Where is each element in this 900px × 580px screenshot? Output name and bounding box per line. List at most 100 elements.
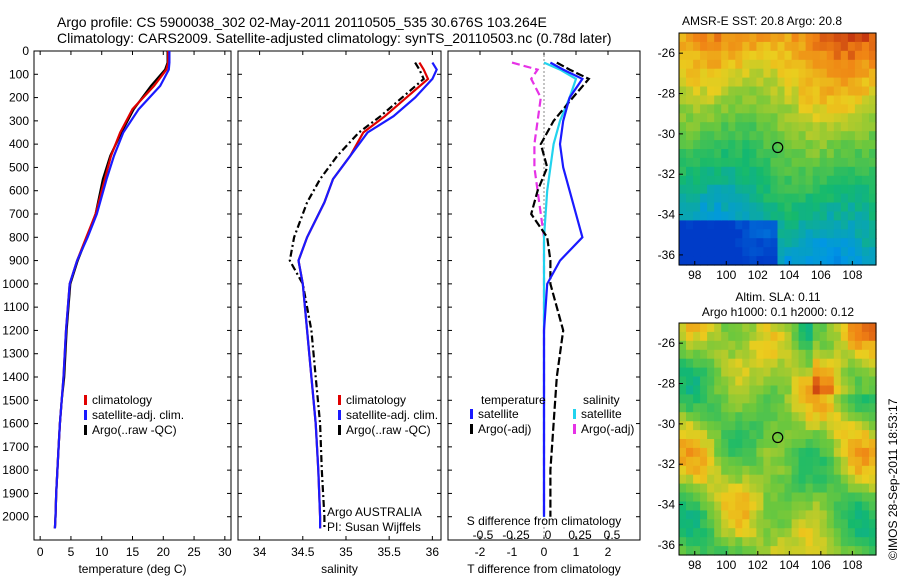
map-cell — [700, 166, 708, 177]
map-cell — [763, 193, 771, 204]
map-cell — [700, 157, 708, 168]
map-cell — [721, 113, 729, 123]
map-cell — [763, 501, 771, 511]
map-cell — [742, 430, 750, 440]
map-cell — [693, 122, 701, 132]
map-cell — [742, 33, 750, 43]
map-cell — [756, 184, 764, 195]
map-cell — [686, 323, 694, 333]
map-cell — [686, 385, 694, 395]
map-cell — [869, 456, 877, 467]
map-cell — [784, 184, 793, 195]
map-cell — [869, 501, 877, 511]
map-cell — [833, 193, 842, 204]
map-cell — [770, 430, 779, 440]
map-cell — [854, 59, 863, 70]
map-cell — [869, 175, 877, 186]
map-cell — [798, 528, 807, 538]
map-cell — [833, 421, 842, 431]
map-cell — [847, 149, 856, 159]
map-cell — [693, 166, 701, 177]
map-cell — [826, 492, 835, 502]
map-cell — [693, 483, 701, 494]
map-cell — [833, 104, 842, 114]
map-cell — [798, 385, 807, 395]
map-cell — [735, 77, 743, 88]
map-cell — [819, 193, 828, 204]
map-cell — [854, 456, 863, 467]
map-cell — [700, 510, 708, 520]
map-cell — [819, 50, 828, 61]
map-cell — [861, 546, 870, 556]
map-cell — [805, 220, 814, 230]
map-cell — [791, 86, 800, 96]
map-cell — [700, 149, 708, 159]
map-cell — [777, 211, 786, 221]
map-cell — [749, 483, 757, 494]
map-cell — [847, 95, 856, 105]
y-tick-label: -26 — [658, 336, 676, 350]
map-cell — [770, 166, 779, 177]
map-cell — [854, 193, 863, 204]
map-cell — [784, 175, 793, 186]
map-cell — [756, 421, 764, 431]
map-cell — [700, 394, 708, 404]
map-cell — [819, 211, 828, 221]
map-cell — [819, 104, 828, 114]
map-cell — [749, 256, 757, 266]
map-cell — [784, 68, 793, 79]
legend-swatch — [84, 395, 87, 405]
map-cell — [847, 546, 856, 556]
map-cell — [854, 68, 863, 79]
map-cell — [805, 95, 814, 105]
map-cell — [679, 149, 687, 159]
map-cell — [686, 184, 694, 195]
map-cell — [707, 59, 715, 70]
map-cell — [784, 403, 793, 413]
map-cell — [819, 122, 828, 132]
map-cell — [686, 220, 694, 230]
map-cell — [728, 447, 736, 458]
map-cell — [869, 229, 877, 239]
map-cell — [798, 519, 807, 529]
map-cell — [735, 412, 743, 422]
map-cell — [826, 113, 835, 123]
map-cell — [679, 439, 687, 449]
map-cell — [735, 331, 743, 342]
map-cell — [847, 238, 856, 248]
map-cell — [847, 166, 856, 177]
map-cell — [770, 86, 779, 96]
secondary-tick-label: 0.25 — [568, 528, 592, 542]
map-cell — [770, 68, 779, 79]
map-cell — [756, 229, 764, 239]
map-cell — [728, 349, 736, 360]
legend-swatch — [470, 409, 473, 419]
map-cell — [847, 474, 856, 485]
map-cell — [742, 376, 750, 386]
map-cell — [847, 59, 856, 70]
map-cell — [819, 439, 828, 449]
y-tick-label: -28 — [658, 87, 676, 101]
y-tick-label: 400 — [9, 137, 29, 151]
map-cell — [798, 501, 807, 511]
map-cell — [784, 501, 793, 511]
map-cell — [869, 193, 877, 204]
map-cell — [693, 456, 701, 467]
map-cell — [693, 439, 701, 449]
map-cell — [686, 412, 694, 422]
map-cell — [742, 519, 750, 529]
map-cell — [819, 421, 828, 431]
map-cell — [714, 394, 722, 404]
map-cell — [777, 492, 786, 502]
map-cell — [798, 256, 807, 266]
map-cell — [777, 256, 786, 266]
map-cell — [686, 528, 694, 538]
map-cell — [812, 184, 821, 195]
map-cell — [791, 33, 800, 43]
map-cell — [679, 323, 687, 333]
map-cell — [770, 247, 779, 257]
map-cell — [812, 86, 821, 96]
map-cell — [791, 492, 800, 502]
map-cell — [826, 184, 835, 195]
map-cell — [714, 465, 722, 476]
